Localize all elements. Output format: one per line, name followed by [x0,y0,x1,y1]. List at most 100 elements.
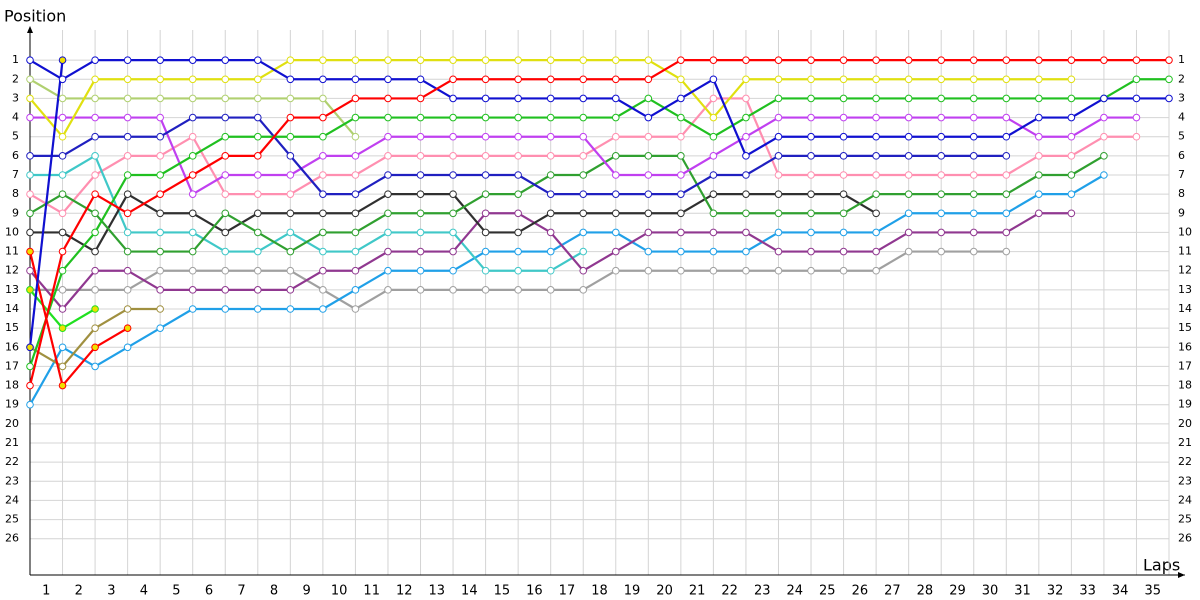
point-marker [188,75,197,84]
point-marker [937,56,946,64]
point-marker [644,171,653,179]
point-marker [677,75,685,84]
x-tick-label: 35 [1144,584,1161,599]
point-marker [644,113,653,122]
y-tick-label-right: 9 [1178,206,1185,219]
point-marker [1132,94,1141,103]
point-marker [774,266,783,275]
point-marker [481,190,490,198]
point-marker [1067,209,1076,218]
point-marker [58,381,67,390]
y-tick-label: 19 [5,398,19,411]
point-marker [253,94,262,103]
point-marker [286,228,295,237]
point-marker [546,247,555,256]
point-marker [58,56,67,64]
point-marker [677,56,685,64]
point-marker [1035,132,1043,141]
point-marker [188,247,197,256]
point-marker [91,286,99,294]
point-marker [416,132,425,141]
point-marker [1067,132,1076,141]
point-marker [514,75,522,84]
x-tick-label: 9 [302,584,310,599]
point-marker [514,152,522,160]
point-marker [123,247,132,256]
point-marker [449,56,457,64]
point-marker [1165,56,1173,64]
y-tick-label: 15 [5,321,19,334]
point-marker [514,190,522,198]
point-marker [1035,209,1043,218]
x-tick-label: 22 [721,584,738,599]
x-tick-label: 11 [363,584,380,599]
point-marker [1100,132,1108,141]
point-marker [709,228,718,237]
point-marker [969,247,978,256]
point-marker [1002,247,1011,256]
y-tick-label: 14 [5,302,19,315]
point-marker [677,209,685,218]
x-tick-label: 24 [786,584,803,599]
point-marker [1132,132,1141,141]
point-marker [253,152,262,160]
point-marker [58,343,67,352]
point-marker [319,190,327,198]
point-marker [514,132,522,141]
point-marker [58,286,67,294]
point-marker [872,171,880,179]
point-marker [1067,56,1076,64]
point-marker [904,113,913,122]
point-marker [839,247,848,256]
point-marker [774,113,783,122]
point-marker [677,228,685,237]
point-marker [644,247,653,256]
point-marker [872,247,880,256]
point-marker [319,171,327,179]
point-marker [677,247,685,256]
point-marker [611,56,620,64]
point-marker [807,75,815,84]
point-marker [221,247,230,256]
point-marker [904,56,913,64]
point-marker [546,190,555,198]
point-marker [481,152,490,160]
point-marker [188,228,197,237]
point-marker [481,171,490,179]
y-tick-label-right: 3 [1178,91,1185,104]
point-marker [579,94,588,103]
point-marker [904,94,913,103]
point-marker [872,94,880,103]
y-tick-label-right: 26 [1178,532,1192,545]
point-marker [514,94,522,103]
y-tick-label: 25 [5,513,19,526]
point-marker [579,228,588,237]
point-marker [611,171,620,179]
y-tick-label-right: 13 [1178,283,1192,296]
point-marker [123,113,132,122]
x-tick-label: 19 [624,584,641,599]
point-marker [872,152,880,160]
point-marker [253,132,262,141]
point-marker [91,113,99,122]
y-tick-label: 23 [5,474,19,487]
point-marker [156,56,164,64]
point-marker [546,75,555,84]
y-tick-label-right: 2 [1178,72,1185,85]
x-tick-label: 7 [237,584,245,599]
point-marker [91,362,99,371]
point-marker [351,75,360,84]
point-marker [872,228,880,237]
point-marker [677,132,685,141]
point-marker [384,113,392,122]
point-marker [351,94,360,103]
point-marker [904,152,913,160]
point-marker [579,171,588,179]
point-marker [156,266,164,275]
point-marker [26,171,34,179]
point-marker [156,94,164,103]
point-marker [26,113,34,122]
point-marker [611,94,620,103]
point-marker [221,113,230,122]
point-marker [742,171,750,179]
